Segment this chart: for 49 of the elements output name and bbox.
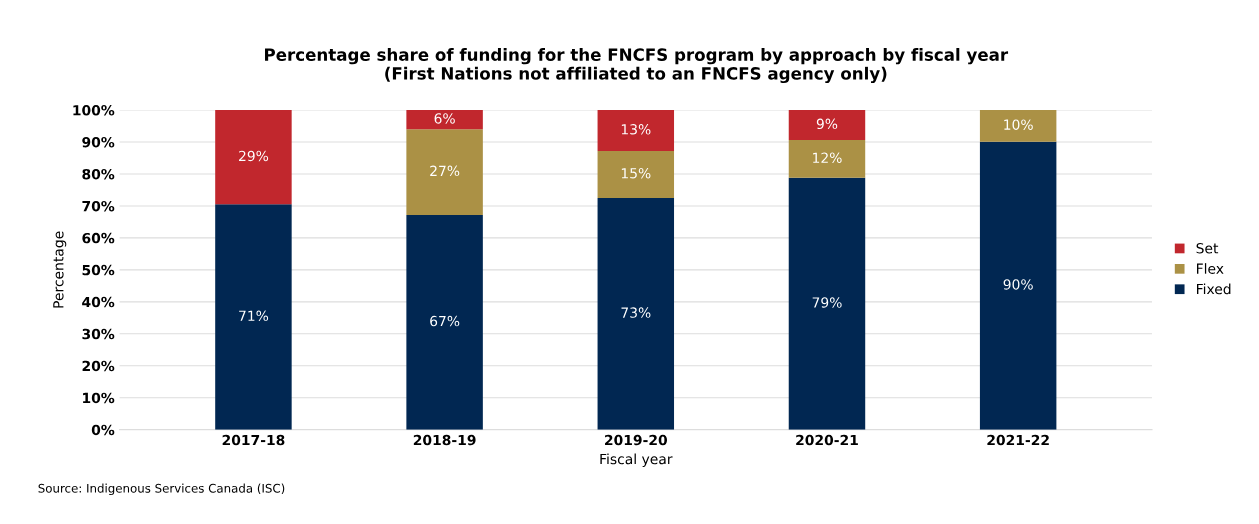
data-label: 6%: [434, 113, 455, 124]
data-label: 29%: [239, 150, 269, 162]
legend-label: Fixed: [1197, 283, 1231, 295]
y-tick-label: 100%: [73, 105, 115, 116]
y-tick-label: 30%: [82, 328, 115, 340]
x-tick-label: 2019-20: [605, 434, 668, 446]
bar: [597, 197, 675, 430]
y-tick-label: 60%: [82, 232, 115, 244]
y-tick-label: 70%: [82, 200, 115, 212]
y-tick-label: 0%: [91, 424, 115, 436]
data-label: 10%: [1004, 119, 1033, 130]
data-label: 13%: [621, 124, 651, 135]
x-tick-label: 2017-18: [222, 434, 285, 446]
y-tick-label: 20%: [82, 360, 115, 372]
y-axis-title: Percentage: [53, 231, 67, 308]
data-label: 67%: [430, 315, 460, 327]
y-tick-label: 80%: [82, 168, 115, 180]
bar: [406, 214, 483, 430]
bar: [788, 177, 866, 430]
bar: [597, 110, 675, 151]
legend-label: Set: [1196, 243, 1219, 254]
data-label: 12%: [813, 152, 842, 163]
data-label: 71%: [239, 310, 269, 322]
bar: [215, 110, 292, 205]
y-tick-label: 90%: [82, 136, 115, 148]
data-label: 27%: [430, 165, 460, 177]
source-note: Source: Indigenous Services Canada (ISC): [38, 483, 285, 496]
bar: [406, 129, 483, 215]
data-label: 90%: [1003, 279, 1033, 290]
chart-title: Percentage share of funding for the FNCFS program by approach by fiscal year (First Nations not affiliated to an FNCFS agency only): [265, 48, 1009, 84]
data-label: 79%: [812, 297, 842, 308]
legend-label: Flex: [1197, 263, 1224, 274]
y-tick-label: 50%: [82, 264, 115, 276]
x-tick-label: 2018-19: [413, 434, 476, 446]
x-tick-label: 2021-22: [987, 434, 1049, 446]
bar: [406, 110, 483, 130]
y-tick-label: 10%: [83, 392, 115, 404]
data-label: 9%: [816, 118, 838, 130]
data-label: 15%: [621, 167, 651, 179]
data-label: 73%: [621, 307, 651, 318]
y-tick-label: 40%: [82, 296, 115, 308]
x-axis-title: Fiscal year: [600, 453, 673, 467]
bar: [788, 140, 866, 178]
bar: [215, 204, 292, 430]
x-tick-label: 2020-21: [796, 434, 858, 446]
bar: [788, 110, 866, 141]
bar: [979, 141, 1057, 430]
bar: [597, 150, 675, 198]
bar: [979, 110, 1057, 142]
